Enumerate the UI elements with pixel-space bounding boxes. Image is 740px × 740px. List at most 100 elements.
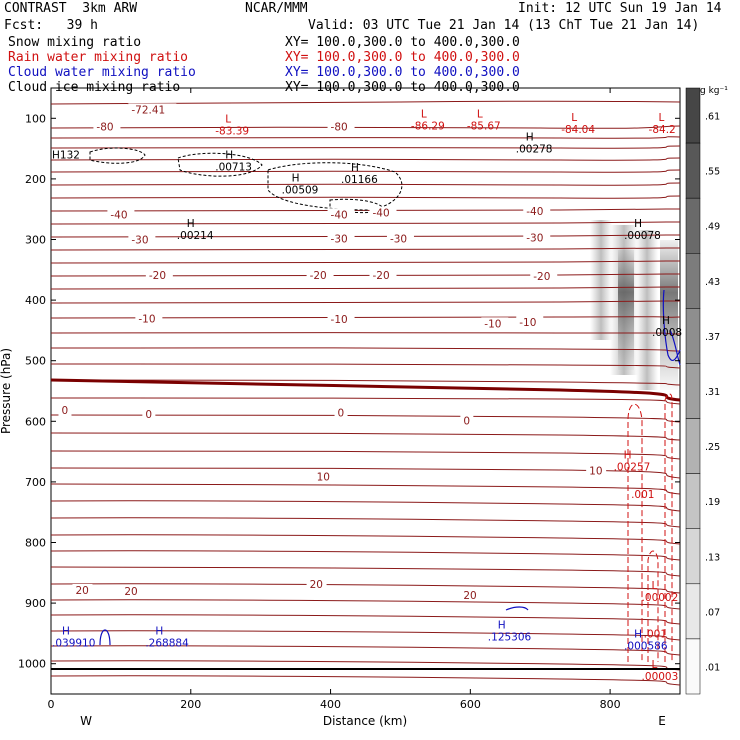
contour-label-bg bbox=[334, 406, 348, 419]
x-end-label-east: E bbox=[658, 714, 666, 728]
colorbar-label: .07 bbox=[705, 607, 720, 618]
extremum-kind: H bbox=[225, 150, 233, 162]
isotherm bbox=[50, 550, 681, 561]
temperature-contour-label: -80 bbox=[331, 121, 348, 133]
init-time: Init: 12 UTC Sun 19 Jan 14 bbox=[518, 1, 722, 16]
isotherm bbox=[50, 660, 681, 671]
isotherm bbox=[50, 195, 681, 199]
extremum-value: -86.29 bbox=[411, 121, 445, 133]
isotherm bbox=[50, 221, 681, 225]
colorbar-label: .43 bbox=[705, 277, 720, 288]
contour-label-bg bbox=[128, 233, 156, 246]
colorbar-swatch bbox=[685, 142, 701, 199]
temperature-contour-label: -10 bbox=[138, 313, 155, 325]
colorbar-swatch bbox=[685, 473, 701, 529]
temperature-contour-label: 20 bbox=[310, 579, 323, 591]
field-xy-rain: XY= 100.0,300.0 to 400.0,300.0 bbox=[285, 50, 520, 65]
temperature-contour-label: -20 bbox=[149, 270, 166, 282]
extremum-kind: H bbox=[292, 173, 300, 185]
contour-label-bg bbox=[530, 270, 558, 283]
temperature-contour-label: -20 bbox=[372, 270, 389, 282]
extremum-value: -84.2 bbox=[649, 124, 676, 136]
plot-frame bbox=[50, 87, 681, 695]
colorbar-label: .19 bbox=[705, 497, 720, 508]
field-name-snow: Snow mixing ratio bbox=[8, 35, 142, 50]
temperature-contour-label: -20 bbox=[533, 271, 550, 283]
x-tick-label: 600 bbox=[460, 698, 481, 711]
extremum-kind: L bbox=[571, 112, 577, 124]
y-tick-label: 1000 bbox=[18, 658, 46, 671]
rain-contour bbox=[647, 550, 659, 662]
extremum-kind: L bbox=[225, 113, 231, 125]
temperature-contour-label: 0 bbox=[463, 415, 470, 427]
extremum-kind: L bbox=[652, 659, 658, 671]
extremum-kind: H bbox=[351, 162, 359, 174]
extremum-value: H132 bbox=[52, 150, 80, 162]
cloud-water-contour bbox=[669, 329, 681, 366]
contour-label-bg bbox=[327, 313, 355, 326]
valid-time: Valid: 03 UTC Tue 21 Jan 14 (13 ChT Tue … bbox=[308, 18, 700, 33]
extremum-kind: H bbox=[155, 625, 163, 637]
colorbar-swatch bbox=[685, 418, 701, 474]
colorbar-label: .49 bbox=[705, 222, 720, 233]
isotherm bbox=[50, 145, 681, 149]
cloud-ice-shading bbox=[590, 220, 678, 390]
contour-label-bg bbox=[145, 268, 173, 281]
snow-contour bbox=[267, 162, 403, 211]
extremum-value: .000586 bbox=[624, 640, 668, 652]
extremum-kind: H bbox=[187, 218, 195, 230]
contour-label-bg bbox=[142, 408, 156, 421]
extremum-value: .00078 bbox=[624, 230, 661, 242]
colorbar-unit: g kg⁻¹ bbox=[700, 86, 728, 96]
field-name-rain: Rain water mixing ratio bbox=[8, 50, 189, 65]
isotherm bbox=[50, 599, 681, 610]
temperature-contour-label: -30 bbox=[131, 235, 148, 247]
contour-label-bg bbox=[327, 120, 355, 133]
contour-label-bg bbox=[386, 232, 414, 245]
contour-label-bg bbox=[135, 312, 163, 325]
isotherm bbox=[50, 675, 681, 686]
isotherm bbox=[50, 286, 681, 290]
colorbar-label: .13 bbox=[705, 552, 720, 563]
field-xy-cloud-water: XY= 100.0,300.0 to 400.0,300.0 bbox=[285, 65, 520, 80]
ice-shade-c bbox=[618, 250, 634, 370]
isotherm bbox=[50, 645, 681, 656]
extremum-value: -83.39 bbox=[215, 125, 249, 137]
isotherm bbox=[50, 300, 681, 304]
isotherm bbox=[50, 208, 681, 212]
colorbar-label: .61 bbox=[705, 112, 720, 123]
colorbar-swatch bbox=[685, 363, 701, 419]
temperature-contour-label: -30 bbox=[526, 232, 543, 244]
colorbar-swatch bbox=[685, 197, 701, 254]
extremum-kind: L bbox=[652, 580, 658, 592]
contour-label-bg bbox=[586, 464, 607, 477]
cloud-water-contour bbox=[505, 606, 529, 611]
temperature-contour-label: 20 bbox=[463, 590, 476, 602]
x-tick-label: 800 bbox=[600, 698, 621, 711]
isotherm bbox=[50, 125, 681, 129]
colorbar-label: .25 bbox=[705, 442, 720, 453]
contour-label-bg bbox=[121, 585, 142, 598]
extremum-kind: L bbox=[477, 109, 483, 121]
contour-label-bg bbox=[306, 577, 327, 590]
colorbar-label: .37 bbox=[705, 332, 720, 343]
y-tick-label: 900 bbox=[25, 597, 46, 610]
x-tick-label: 200 bbox=[180, 698, 201, 711]
extremum-kind: H bbox=[62, 625, 70, 637]
temperature-contour-label: -10 bbox=[331, 314, 348, 326]
extremum-value: .039910 bbox=[52, 637, 95, 649]
isotherm bbox=[50, 630, 681, 641]
extremum-value: .125306 bbox=[488, 631, 532, 643]
ice-shade-e bbox=[660, 240, 678, 390]
temperature-contour-label: -80 bbox=[96, 121, 113, 133]
colorbar-swatch bbox=[685, 308, 701, 364]
colorbar-swatch bbox=[685, 528, 701, 585]
isotherm bbox=[50, 100, 681, 105]
colorbar: .61 .55 .49 .43 .37 .31 .25 .19 .13 .07 .01 bbox=[685, 87, 720, 695]
extremum-value: .00713 bbox=[215, 162, 252, 174]
extremum-value: .0008 bbox=[652, 327, 682, 339]
extremum-kind: H bbox=[624, 450, 632, 462]
y-tick-label: 100 bbox=[25, 112, 46, 125]
contour-label-bg bbox=[313, 470, 334, 483]
